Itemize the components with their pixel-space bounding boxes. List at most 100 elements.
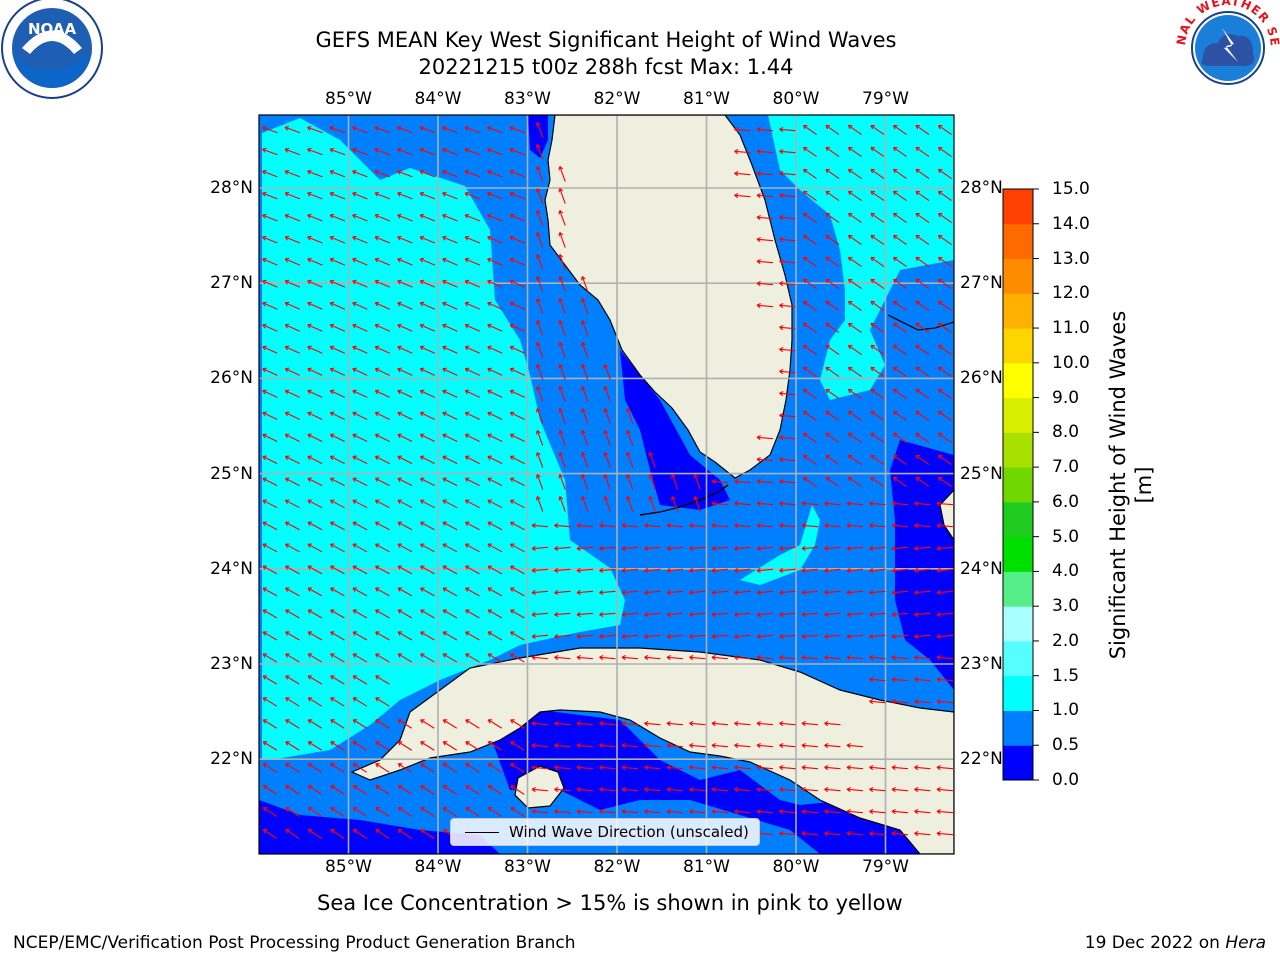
wave-direction-arrow [936,545,954,551]
wave-direction-arrow [352,235,368,244]
wave-direction-arrow [329,499,345,509]
wave-direction-arrow [487,411,503,420]
wave-direction-arrow [442,389,458,398]
wave-direction-arrow [352,477,368,487]
wave-direction-arrow [464,345,481,354]
wave-direction-arrow [644,809,661,815]
ocean-high-band-east [768,115,954,400]
wave-direction-arrow [487,235,503,244]
wave-direction-arrow [599,655,616,661]
wave-direction-arrow [779,765,796,771]
wave-direction-arrow [801,765,819,771]
wave-direction-arrow [670,474,679,490]
wave-direction-arrow [262,587,278,597]
wave-direction-arrow [801,721,819,727]
wave-direction-arrow [307,477,323,487]
wave-direction-arrow [352,828,367,839]
wave-direction-arrow [914,545,931,551]
wave-direction-arrow [914,523,931,529]
colorbar-tick-label: 7.0 [1052,457,1080,478]
wave-direction-arrow [711,611,729,617]
wave-direction-arrow [644,655,661,661]
wave-direction-arrow [689,611,706,617]
wave-direction-arrow [847,256,862,268]
wave-direction-arrow [397,367,413,376]
wave-direction-arrow [307,191,323,200]
wave-direction-arrow [397,741,413,751]
wave-direction-arrow [374,235,391,244]
wave-direction-arrow [603,496,611,512]
wave-direction-arrow [464,543,480,553]
wave-direction-arrow [510,653,525,663]
wave-direction-arrow [262,609,278,619]
wave-direction-arrow [487,323,503,332]
lat-label-left: 26°N [210,368,253,389]
wave-direction-arrow [535,188,544,204]
wave-direction-arrow [711,787,729,793]
wave-direction-arrow [756,215,774,221]
wave-direction-arrow [374,213,391,222]
wave-direction-arrow [420,719,435,729]
wave-direction-arrow [420,587,435,597]
wave-direction-arrow [535,298,544,314]
wave-direction-arrow [509,367,525,376]
wave-direction-arrow [915,190,930,202]
wave-direction-arrow [914,831,931,837]
wave-direction-arrow [847,146,862,158]
wave-direction-arrow [419,125,436,134]
wave-direction-arrow [779,391,796,397]
wave-direction-arrow [397,191,413,200]
wave-direction-arrow [711,567,729,573]
wave-direction-arrow [937,300,952,312]
wave-direction-arrow [442,565,458,575]
wave-direction-arrow [801,523,819,529]
wave-direction-arrow [442,653,458,663]
wave-direction-arrow [307,675,323,685]
wave-direction-arrow [824,809,841,815]
wave-direction-arrow [554,589,571,595]
wave-direction-arrow [397,301,413,310]
wave-direction-arrow [937,366,952,378]
wave-direction-arrow [329,213,346,222]
wave-direction-arrow [914,633,931,639]
wave-direction-arrow [307,433,323,443]
wave-direction-arrow [464,433,480,443]
wave-direction-arrow [869,545,886,551]
lat-label-left: 28°N [210,178,253,198]
wave-direction-arrow [644,721,661,727]
wave-direction-arrow [419,367,435,376]
wave-direction-arrow [531,743,549,749]
wave-direction-arrow [535,166,544,182]
colorbar-tick-label: 5.0 [1052,526,1080,547]
wave-direction-arrow [779,743,796,749]
wave-direction-arrow [262,147,278,156]
wave-direction-arrow [711,743,729,749]
wave-direction-arrow [756,281,774,287]
wave-direction-arrow [892,168,907,180]
colorbar-band [1003,432,1033,468]
wave-direction-arrow [870,344,885,356]
wave-direction-arrow [892,256,907,268]
wave-direction-arrow [936,501,954,507]
wave-direction-arrow [374,543,390,553]
wave-direction-arrow [374,191,391,200]
wave-direction-arrow [914,611,931,617]
wave-direction-arrow [374,169,391,178]
wave-direction-arrow [535,496,544,512]
wave-direction-arrow [936,831,954,837]
wave-direction-arrow [307,125,323,134]
wave-direction-arrow [869,809,886,815]
wave-direction-arrow [262,455,278,465]
wave-direction-arrow [756,523,774,529]
wave-direction-arrow [734,765,751,771]
wave-direction-arrow [891,765,909,771]
wave-direction-arrow [330,609,345,619]
legend-line-sample [465,831,499,833]
wave-direction-arrow [285,785,300,795]
wave-direction-arrow [937,212,952,224]
wave-direction-arrow [509,345,526,354]
footer-host: Hera [1225,933,1266,953]
wave-direction-arrow [870,454,885,466]
wave-direction-arrow [603,386,611,402]
wave-direction-arrow [487,213,503,222]
